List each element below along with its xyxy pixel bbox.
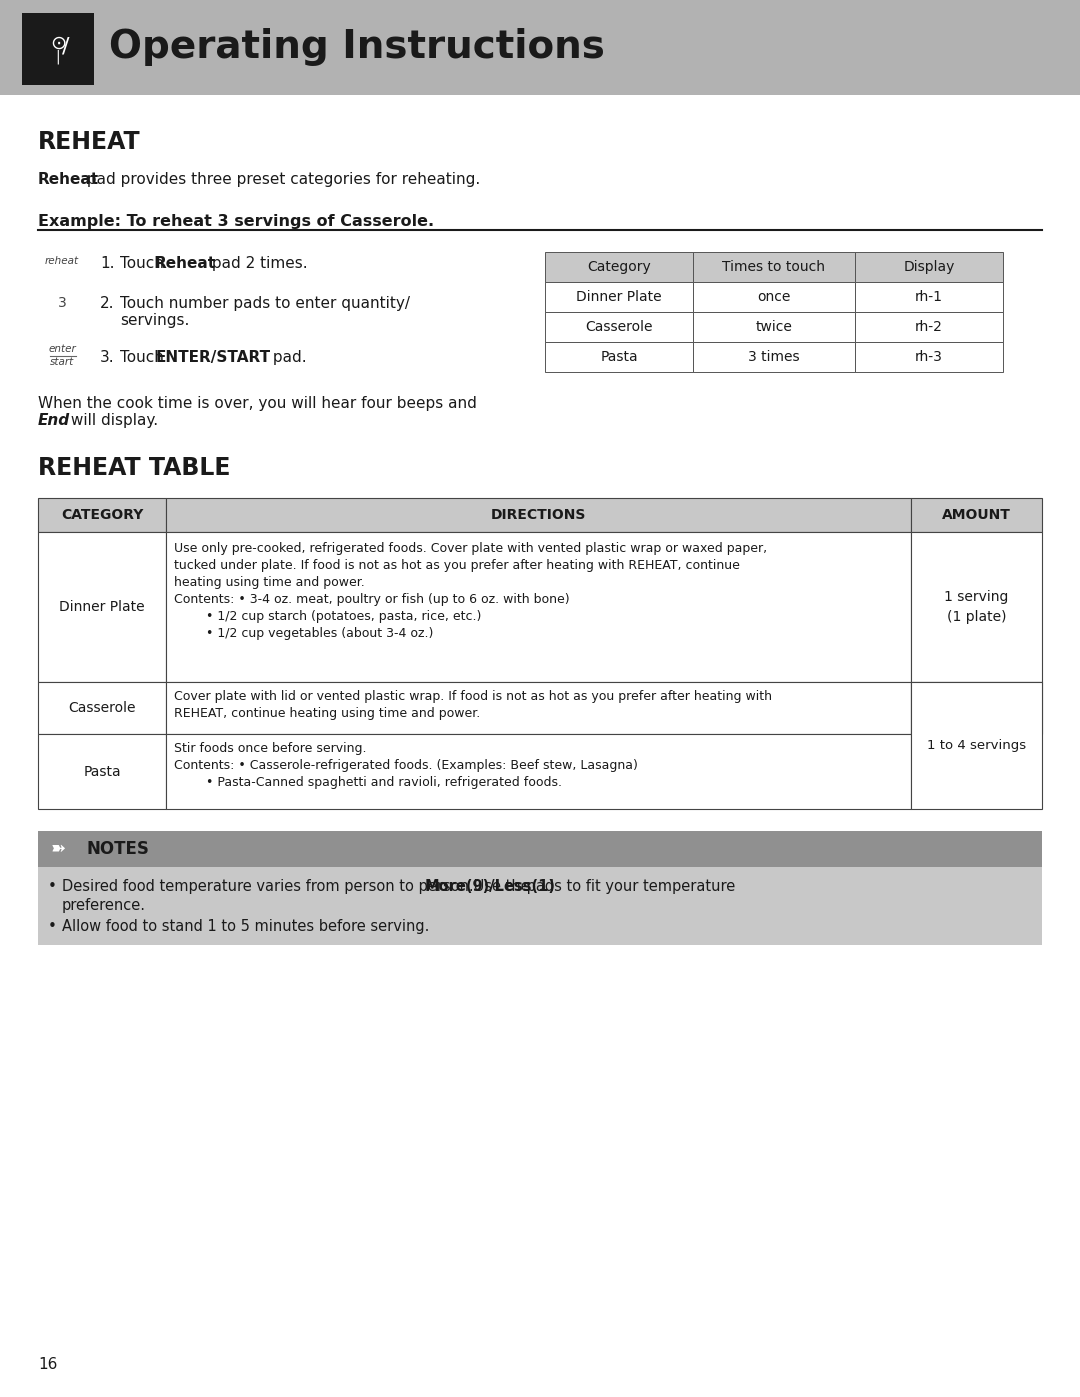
Text: ➽: ➽ <box>51 840 66 858</box>
Text: reheat: reheat <box>45 256 79 265</box>
Text: Stir foods once before serving.
Contents: • Casserole-refrigerated foods. (Examp: Stir foods once before serving. Contents… <box>174 742 638 789</box>
Text: Dinner Plate: Dinner Plate <box>59 599 145 615</box>
Text: REHEAT: REHEAT <box>38 130 140 154</box>
Text: pads to fit your temperature: pads to fit your temperature <box>522 879 735 894</box>
Text: Times to touch: Times to touch <box>723 260 825 274</box>
Text: Pasta: Pasta <box>83 764 121 778</box>
Text: Example: To reheat 3 servings of Casserole.: Example: To reheat 3 servings of Cassero… <box>38 214 434 229</box>
Bar <box>38 682 166 733</box>
Text: 1 to 4 servings: 1 to 4 servings <box>927 739 1026 752</box>
Text: Reheat: Reheat <box>156 256 216 271</box>
Bar <box>545 342 693 372</box>
Bar <box>545 312 693 342</box>
Text: DIRECTIONS: DIRECTIONS <box>490 509 586 522</box>
Bar <box>22 13 94 85</box>
Text: ENTER/START: ENTER/START <box>156 351 271 365</box>
Text: preference.: preference. <box>62 898 146 914</box>
Text: |: | <box>56 50 60 64</box>
Bar <box>912 682 1042 733</box>
Bar <box>693 282 855 312</box>
Text: pad.: pad. <box>268 351 307 365</box>
Bar <box>38 868 1042 944</box>
Text: enter: enter <box>49 344 76 353</box>
Text: once: once <box>757 291 791 305</box>
Text: 2.: 2. <box>100 296 114 312</box>
Text: Reheat: Reheat <box>38 172 99 187</box>
Bar <box>166 733 912 809</box>
Text: rh-1: rh-1 <box>915 291 943 305</box>
Text: /: / <box>63 36 70 57</box>
Text: Desired food temperature varies from person to person.Use the: Desired food temperature varies from per… <box>62 879 535 894</box>
Bar <box>545 282 693 312</box>
Bar <box>38 733 166 809</box>
Text: twice: twice <box>756 320 793 334</box>
Text: NOTES: NOTES <box>86 840 149 858</box>
Text: rh-3: rh-3 <box>915 351 943 365</box>
Text: End: End <box>38 414 70 427</box>
Text: 3.: 3. <box>100 351 114 365</box>
Text: will display.: will display. <box>66 414 158 427</box>
Text: start: start <box>50 358 75 367</box>
Bar <box>855 251 1003 282</box>
Text: rh-2: rh-2 <box>915 320 943 334</box>
Text: CATEGORY: CATEGORY <box>60 509 144 522</box>
Text: Allow food to stand 1 to 5 minutes before serving.: Allow food to stand 1 to 5 minutes befor… <box>62 919 430 935</box>
Text: 16: 16 <box>38 1356 57 1372</box>
Bar <box>912 682 1042 809</box>
Bar <box>912 532 1042 682</box>
Text: Touch: Touch <box>120 256 168 271</box>
Bar <box>855 342 1003 372</box>
Bar <box>693 342 855 372</box>
Bar <box>693 251 855 282</box>
Text: servings.: servings. <box>120 313 189 328</box>
Bar <box>38 532 166 682</box>
Bar <box>693 312 855 342</box>
Text: Touch: Touch <box>120 351 168 365</box>
Text: More(9)/Less(1): More(9)/Less(1) <box>426 879 556 894</box>
Text: Casserole: Casserole <box>68 701 136 715</box>
Text: 3 times: 3 times <box>748 351 800 365</box>
Text: pad provides three preset categories for reheating.: pad provides three preset categories for… <box>82 172 481 187</box>
Text: AMOUNT: AMOUNT <box>942 509 1011 522</box>
Text: Display: Display <box>903 260 955 274</box>
Bar <box>855 282 1003 312</box>
Bar <box>166 532 912 682</box>
Text: Dinner Plate: Dinner Plate <box>577 291 662 305</box>
Text: •: • <box>48 919 57 935</box>
Text: Use only pre-cooked, refrigerated foods. Cover plate with vented plastic wrap or: Use only pre-cooked, refrigerated foods.… <box>174 542 767 640</box>
Text: REHEAT TABLE: REHEAT TABLE <box>38 455 230 481</box>
Text: 1.: 1. <box>100 256 114 271</box>
Text: 3: 3 <box>57 296 66 310</box>
Text: Casserole: Casserole <box>585 320 652 334</box>
Bar <box>166 497 912 532</box>
Bar <box>38 497 166 532</box>
Bar <box>0 0 1080 95</box>
Bar <box>38 831 1042 868</box>
Text: •: • <box>48 879 57 894</box>
Bar <box>545 251 693 282</box>
Text: 1 serving
(1 plate): 1 serving (1 plate) <box>944 591 1009 623</box>
Text: Touch number pads to enter quantity/: Touch number pads to enter quantity/ <box>120 296 410 312</box>
Text: ⊙: ⊙ <box>50 34 66 53</box>
Bar <box>912 497 1042 532</box>
Bar <box>166 682 912 733</box>
Text: Cover plate with lid or vented plastic wrap. If food is not as hot as you prefer: Cover plate with lid or vented plastic w… <box>174 690 772 719</box>
Bar <box>855 312 1003 342</box>
Text: When the cook time is over, you will hear four beeps and: When the cook time is over, you will hea… <box>38 395 477 411</box>
Text: Operating Instructions: Operating Instructions <box>109 28 605 67</box>
Text: Pasta: Pasta <box>600 351 638 365</box>
Text: pad 2 times.: pad 2 times. <box>207 256 308 271</box>
Text: Category: Category <box>588 260 651 274</box>
